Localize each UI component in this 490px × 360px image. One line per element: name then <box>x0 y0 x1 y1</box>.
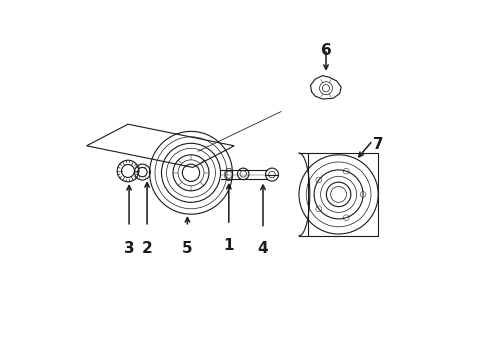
Text: 6: 6 <box>320 43 331 58</box>
Text: 2: 2 <box>142 241 152 256</box>
Text: 5: 5 <box>182 241 193 256</box>
Text: 4: 4 <box>258 241 269 256</box>
Text: 3: 3 <box>124 241 134 256</box>
Text: 7: 7 <box>373 137 384 152</box>
Text: 1: 1 <box>223 238 234 253</box>
